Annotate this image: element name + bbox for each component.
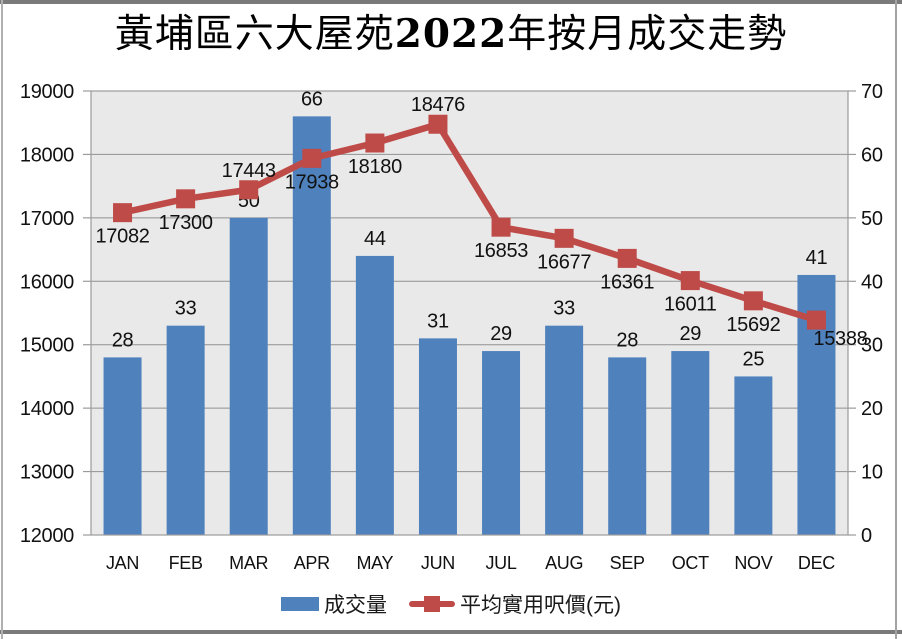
- bar-FEB: [166, 325, 205, 535]
- line-marker-FEB: [176, 189, 196, 209]
- bar-value-label: 41: [806, 247, 828, 269]
- right-axis-label: 70: [861, 81, 883, 103]
- left-axis-label: 13000: [20, 462, 74, 484]
- bar-value-label: 25: [743, 348, 765, 370]
- line-marker-JAN: [113, 203, 133, 223]
- line-marker-AUG: [554, 228, 574, 248]
- right-axis-label: 40: [861, 271, 883, 293]
- bar-JAN: [103, 357, 142, 535]
- left-axis-label: 19000: [20, 81, 74, 103]
- month-label-APR: APR: [294, 553, 330, 573]
- legend: 成交量 平均實用呎價(元): [0, 589, 902, 619]
- bar-SEP: [608, 357, 647, 535]
- right-axis-label: 10: [861, 462, 883, 484]
- bar-AUG: [545, 325, 584, 535]
- bar-value-label: 31: [427, 310, 449, 332]
- price-value-label: 16677: [537, 251, 591, 273]
- month-label-FEB: FEB: [169, 553, 203, 573]
- month-label-JAN: JAN: [106, 553, 139, 573]
- line-marker-NOV: [743, 291, 763, 311]
- left-axis-label: 17000: [20, 208, 74, 230]
- bar-JUN: [418, 338, 457, 535]
- month-label-JUL: JUL: [485, 553, 516, 573]
- chart-title-year: 2022: [394, 11, 508, 57]
- frame-right-edge: [895, 0, 897, 639]
- legend-label-volume: 成交量: [324, 594, 387, 617]
- bar-MAR: [229, 217, 268, 535]
- chart-title-suffix: 年按月成交走勢: [507, 12, 788, 57]
- bar-JUL: [482, 351, 521, 535]
- price-value-label: 17938: [285, 171, 339, 193]
- left-axis-label: 14000: [20, 398, 74, 420]
- month-label-MAR: MAR: [229, 553, 268, 573]
- legend-line-swatch-icon: [409, 595, 455, 613]
- line-marker-MAY: [365, 133, 385, 153]
- frame-top-edge: [0, 0, 902, 4]
- bar-value-label: 33: [175, 298, 197, 320]
- month-label-DEC: DEC: [798, 553, 835, 573]
- bar-value-label: 28: [616, 329, 638, 351]
- right-axis-label: 50: [861, 208, 883, 230]
- price-value-label: 15692: [726, 314, 780, 336]
- left-axis-label: 15000: [20, 335, 74, 357]
- bar-value-label: 29: [679, 323, 701, 345]
- month-label-MAY: MAY: [356, 553, 393, 573]
- right-axis-label: 0: [861, 525, 872, 547]
- month-label-NOV: NOV: [734, 553, 772, 573]
- price-value-label: 17082: [95, 226, 149, 248]
- chart-title: 黃埔區六大屋苑2022年按月成交走勢: [0, 8, 902, 62]
- left-axis-label: 16000: [20, 271, 74, 293]
- line-marker-DEC: [806, 310, 826, 330]
- bar-OCT: [671, 351, 710, 535]
- bar-value-label: 66: [301, 88, 323, 110]
- legend-bar-swatch-icon: [281, 597, 319, 611]
- month-label-AUG: AUG: [545, 553, 583, 573]
- price-value-label: 18476: [411, 94, 465, 116]
- price-value-label: 15388: [813, 328, 867, 350]
- bar-NOV: [734, 376, 773, 535]
- month-label-OCT: OCT: [672, 553, 709, 573]
- bar-MAY: [355, 255, 394, 535]
- price-value-label: 16011: [664, 294, 717, 316]
- legend-item-volume: 成交量: [281, 589, 387, 619]
- price-value-label: 17443: [222, 160, 276, 182]
- line-marker-JUL: [491, 217, 511, 237]
- price-value-label: 17300: [159, 212, 213, 234]
- price-value-label: 16853: [474, 240, 528, 262]
- bar-value-label: 29: [490, 323, 512, 345]
- line-marker-JUN: [428, 114, 448, 134]
- price-line: [119, 120, 820, 324]
- frame-bottom-edge: [0, 630, 902, 634]
- legend-item-price: 平均實用呎價(元): [409, 589, 621, 619]
- bar-value-label: 44: [364, 228, 386, 250]
- right-axis-label: 20: [861, 398, 883, 420]
- right-axis-label: 30: [861, 335, 883, 357]
- line-marker-OCT: [680, 271, 700, 291]
- line-marker-MAR: [239, 180, 259, 200]
- price-value-label: 18180: [348, 156, 402, 178]
- line-marker-APR: [302, 148, 322, 168]
- bar-APR: [292, 116, 331, 535]
- chart-title-prefix: 黃埔區六大屋苑: [114, 12, 395, 57]
- price-value-label: 16361: [600, 271, 654, 293]
- left-axis-label: 18000: [20, 144, 74, 166]
- bar-value-label: 33: [553, 298, 575, 320]
- plot-area: [91, 91, 848, 535]
- month-label-JUN: JUN: [421, 553, 455, 573]
- left-axis-label: 12000: [20, 525, 74, 547]
- legend-label-price: 平均實用呎價(元): [460, 594, 621, 617]
- frame-left-edge: [1, 0, 3, 639]
- month-label-SEP: SEP: [610, 553, 645, 573]
- bar-value-label: 28: [112, 329, 134, 351]
- line-marker-SEP: [617, 248, 637, 268]
- right-axis-label: 60: [861, 144, 883, 166]
- plot-border: [90, 90, 849, 536]
